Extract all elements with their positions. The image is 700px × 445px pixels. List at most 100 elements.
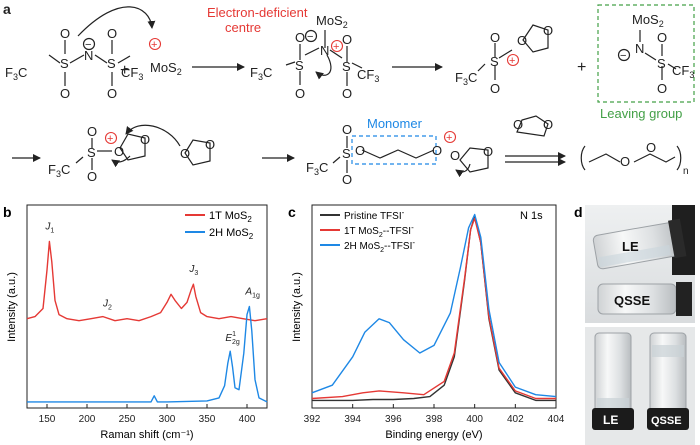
peak-annotation: A1g [244,286,260,299]
minus-sign-lg: − [620,50,626,62]
atom-o-5f: O [483,144,493,159]
leaving-group-box [597,4,695,103]
cation-mark-2: + [330,39,344,53]
atom-o-5d: O [432,143,442,158]
minus-sign-2: − [307,31,313,43]
svg-text:+: + [107,133,113,145]
legend-c-label-1: Pristine TFSI- [344,208,405,222]
series-lines-c [311,213,557,402]
leaving-group-label: Leaving group [600,106,682,121]
monomer-box [351,135,437,165]
series-line-1 [26,240,268,322]
atom-mos2-lg: MoS2 [632,12,664,29]
atom-s-lg: S [657,56,666,71]
peak-annotation: E1 2g [225,331,239,346]
cation-mark-3: + [506,53,520,67]
atom-o-5e: O [450,148,460,163]
atom-o-4c: O [114,144,124,159]
triflyl-dioxolane [477,24,549,80]
atom-o-1d: O [107,86,117,101]
atom-o-2a: O [295,30,305,45]
atom-f3c-4: F3C [48,162,70,179]
series-lines-b [26,240,268,403]
atom-mos2-2: MoS2 [316,13,348,30]
x-tick-label: 394 [344,414,361,425]
polymer-n-subscript: n [683,166,689,177]
atom-o-2d: O [342,86,352,101]
atom-o-4b: O [87,169,97,184]
atom-o-2b: O [295,86,305,101]
svg-text:MoS2: MoS2 [150,60,182,77]
x-tick-label: 200 [79,414,96,425]
atom-o-4f: O [205,137,215,152]
legend-c-label-3: 2H MoS2--TFSI- [344,238,415,254]
legend-b-label-2: 2H MoS2 [209,227,254,241]
atom-o-2c: O [342,32,352,47]
atom-o-1b: O [60,86,70,101]
tilted-vial-le [592,218,687,270]
leaving-group-structure [617,30,677,80]
cation-mark-4: + [104,131,118,145]
photo-top-vials: LE QSSE [585,205,695,323]
atom-o-7a: O [620,154,630,169]
cation-mark-5: + [443,130,457,144]
photo-label-le-top: LE [622,239,639,254]
series-line-2 [27,305,268,403]
x-tick-label: 404 [548,414,565,425]
legend-c-label-2: 1T MoS2--TFSI- [344,223,414,239]
peak-annotation: J2 [102,299,112,312]
atom-o-4e: O [180,146,190,161]
x-tick-label: 150 [39,414,56,425]
atom-s-5: S [342,146,351,161]
panel-label-a: a [3,1,11,17]
x-tick-label: 400 [239,414,256,425]
electron-deficient-label: Electron-deficient [207,5,308,20]
atom-o-3a: O [490,30,500,45]
atom-o-5a: O [342,122,352,137]
upright-vial-qsse [647,332,689,430]
atom-s-2b: S [342,59,351,74]
atom-s-1a: S [60,56,69,71]
atom-n-lg: N [635,41,644,56]
atom-o-1c: O [107,26,117,41]
mos2-cation: + MoS2 [148,37,182,77]
x-axis-label-b: Raman shift (cm⁻¹) [100,429,193,441]
n1s-note: N 1s [520,210,543,222]
atom-o-lg1: O [657,30,667,45]
svg-text:+: + [509,55,515,67]
series-line-2 [311,217,556,400]
atom-o-4d: O [140,132,150,147]
atom-f3c-5: F3C [306,160,328,177]
legend-b-label-1: 1T MoS2 [209,210,252,224]
svg-text:+: + [151,39,157,51]
x-ticks-c: 392 394 396 398 400 402 404 [304,404,565,425]
centre-label: centre [225,20,261,35]
panel-label-b: b [3,204,12,220]
x-tick-label: 300 [159,414,176,425]
atom-f3c-3: F3C [455,70,477,87]
tfsi-anion [48,6,156,86]
legend-b: 1T MoS2 2H MoS2 [185,210,254,241]
panel-label-d: d [574,204,583,220]
photo-label-qsse-top: QSSE [614,293,650,308]
x-tick-label: 250 [119,414,136,425]
flat-vial-qsse [597,282,692,316]
x-tick-label: 402 [507,414,524,425]
plot-area-b [26,204,268,409]
atom-o-lg2: O [657,81,667,96]
plus-sign-2: + [577,59,586,76]
panel-label-c: c [288,204,296,220]
x-axis-label-c: Binding energy (eV) [385,429,482,441]
plus-sign-1: + [120,62,129,79]
scheme-panel: a Electron-deficient centre F3C S O O N … [3,1,695,187]
atom-o-1a: O [60,26,70,41]
photo-panel-d: d LE QSSE LE [574,204,695,445]
atom-s-3: S [490,54,499,69]
atom-f3c-1: F3C [5,65,27,82]
y-axis-label-c: Intensity (a.u.) [291,272,303,342]
legend-c: Pristine TFSI- 1T MoS2--TFSI- 2H MoS2--T… [320,208,415,254]
x-ticks-b: 150 200 250 300 350 400 [39,404,256,425]
minus-sign-1: − [85,39,91,51]
series-line-3 [311,213,557,398]
